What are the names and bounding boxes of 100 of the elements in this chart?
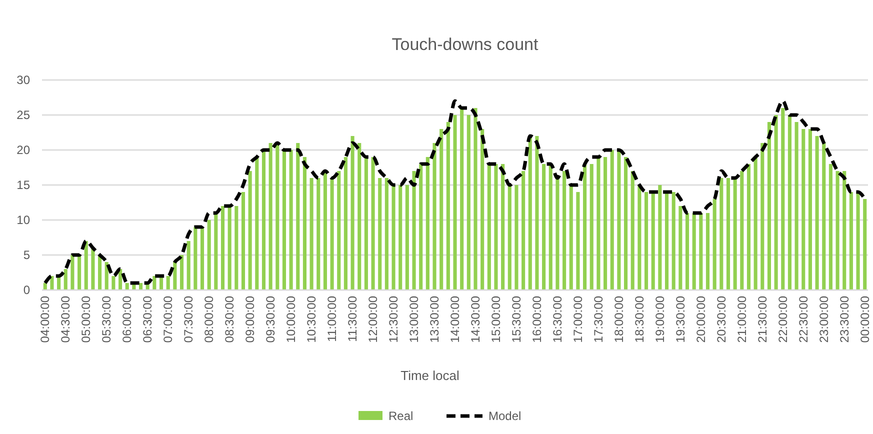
x-tick-label: 18:30:00 bbox=[632, 296, 646, 343]
bar bbox=[446, 122, 450, 290]
bar bbox=[569, 185, 573, 290]
x-tick-label: 07:00:00 bbox=[161, 296, 176, 343]
bar bbox=[220, 206, 225, 290]
x-tick-label: 00:00:00 bbox=[858, 296, 872, 343]
bar bbox=[802, 129, 806, 290]
bar bbox=[474, 108, 478, 290]
bar bbox=[466, 115, 470, 290]
bar bbox=[842, 171, 846, 290]
bar bbox=[310, 178, 314, 290]
bar bbox=[828, 164, 832, 290]
bar bbox=[788, 115, 792, 290]
x-tick-label: 17:00:00 bbox=[570, 296, 585, 343]
bar bbox=[501, 164, 505, 290]
bar bbox=[576, 192, 580, 290]
bar bbox=[672, 192, 676, 290]
x-tick-label: 08:00:00 bbox=[202, 296, 216, 343]
x-tick-label: 20:00:00 bbox=[694, 296, 708, 343]
bar bbox=[740, 171, 744, 290]
bar bbox=[692, 213, 696, 290]
bar bbox=[78, 255, 82, 290]
bar bbox=[262, 150, 266, 290]
bar bbox=[316, 178, 320, 290]
bar bbox=[617, 150, 621, 290]
bar bbox=[856, 192, 860, 290]
x-tick-label: 06:30:00 bbox=[140, 296, 155, 343]
x-tick-label: 21:30:00 bbox=[755, 296, 770, 343]
x-axis-title: Time local bbox=[400, 368, 460, 383]
bar bbox=[720, 178, 724, 290]
bar bbox=[432, 143, 436, 290]
bar bbox=[815, 136, 819, 290]
bar bbox=[276, 143, 280, 290]
x-tick-label: 12:30:00 bbox=[386, 296, 401, 343]
bar bbox=[699, 213, 703, 290]
y-tick-label: 20 bbox=[16, 143, 30, 158]
x-tick-label: 04:30:00 bbox=[58, 296, 73, 343]
x-tick-label: 05:30:00 bbox=[100, 296, 114, 343]
bar bbox=[378, 178, 382, 290]
bar bbox=[392, 185, 396, 290]
bar bbox=[548, 164, 552, 290]
bar bbox=[112, 276, 116, 290]
bar bbox=[794, 122, 798, 290]
bar bbox=[678, 206, 682, 290]
x-tick-label: 19:30:00 bbox=[673, 296, 688, 343]
bar bbox=[98, 255, 102, 290]
bar bbox=[330, 178, 334, 290]
bar bbox=[849, 192, 853, 290]
bar bbox=[863, 199, 867, 290]
bar bbox=[522, 171, 526, 290]
x-tick-label: 05:00:00 bbox=[79, 296, 94, 343]
x-tick-label: 23:00:00 bbox=[816, 296, 831, 343]
x-tick-label: 14:00:00 bbox=[448, 296, 462, 343]
x-tick-label: 04:00:00 bbox=[38, 296, 52, 343]
bar bbox=[364, 157, 368, 290]
y-tick-label: 5 bbox=[23, 248, 30, 262]
bar bbox=[453, 115, 457, 290]
bar bbox=[774, 115, 778, 290]
x-tick-label: 20:30:00 bbox=[714, 296, 728, 343]
bar bbox=[651, 192, 655, 290]
bar bbox=[398, 185, 402, 290]
x-tick-label: 16:30:00 bbox=[550, 296, 564, 343]
bar bbox=[419, 164, 423, 290]
bar bbox=[733, 178, 737, 290]
bar bbox=[173, 262, 177, 290]
bar bbox=[412, 171, 416, 290]
chart-title: Touch-downs count bbox=[392, 35, 539, 54]
bar bbox=[706, 213, 710, 290]
x-tick-label: 11:00:00 bbox=[325, 296, 340, 342]
y-tick-label: 0 bbox=[23, 283, 30, 298]
x-tick-label: 23:30:00 bbox=[837, 296, 852, 343]
x-tick-label: 21:00:00 bbox=[734, 296, 749, 343]
bar bbox=[480, 129, 484, 290]
bar bbox=[624, 157, 628, 290]
bar bbox=[200, 227, 204, 290]
bar bbox=[542, 164, 546, 290]
x-tick-label: 16:00:00 bbox=[530, 296, 544, 343]
bar bbox=[125, 283, 129, 290]
x-tick-label: 07:30:00 bbox=[182, 296, 196, 343]
bar bbox=[384, 178, 388, 290]
bar bbox=[166, 276, 170, 290]
bar bbox=[344, 157, 348, 290]
bar bbox=[590, 164, 594, 290]
bar bbox=[405, 185, 409, 290]
bar bbox=[685, 213, 690, 290]
bar bbox=[822, 143, 826, 290]
bar bbox=[70, 255, 74, 290]
bar bbox=[241, 192, 246, 290]
line-series bbox=[43, 99, 867, 285]
bar bbox=[194, 227, 198, 290]
bar bbox=[638, 185, 642, 290]
bar bbox=[630, 171, 634, 290]
bar bbox=[514, 185, 518, 290]
x-tick-label: 13:00:00 bbox=[407, 296, 422, 343]
bar bbox=[207, 220, 211, 290]
bar bbox=[296, 143, 300, 290]
x-tick-label: 19:00:00 bbox=[652, 296, 667, 343]
bar bbox=[767, 122, 771, 290]
bar bbox=[562, 171, 566, 290]
x-tick-label: 10:00:00 bbox=[284, 296, 298, 343]
